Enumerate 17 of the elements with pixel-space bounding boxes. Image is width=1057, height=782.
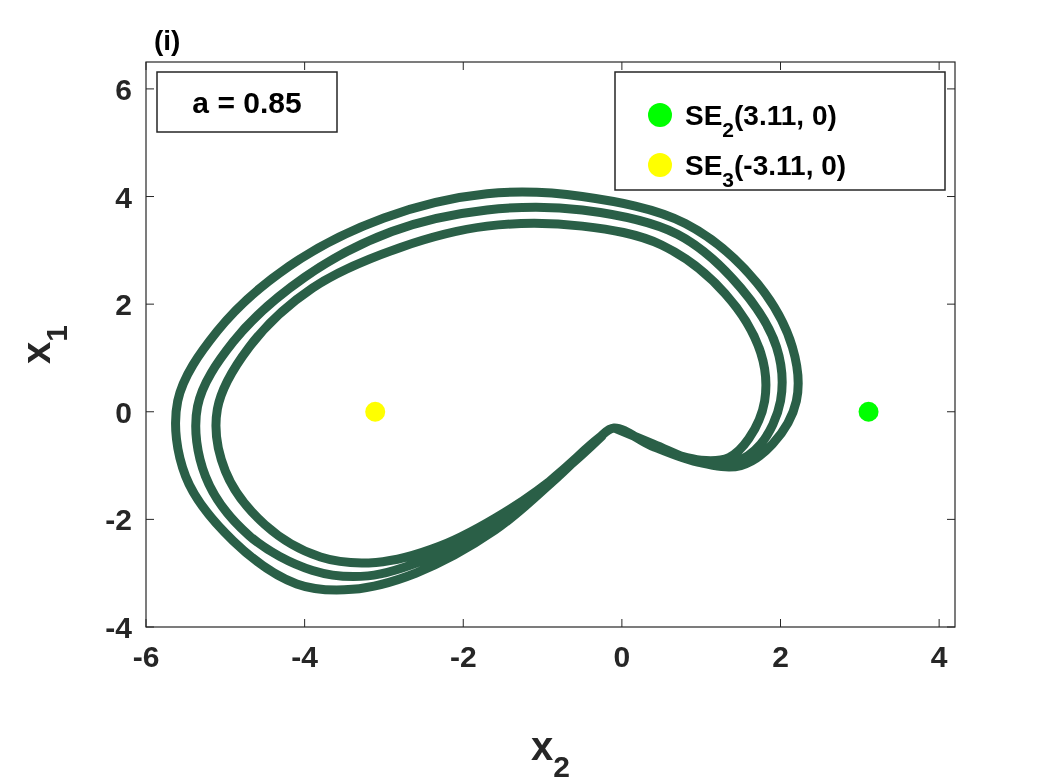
y-tick-label: -2 bbox=[105, 503, 132, 537]
y-tick-label: 2 bbox=[115, 288, 132, 322]
x-tick-label: -6 bbox=[132, 640, 160, 673]
x-tick-label: 4 bbox=[930, 640, 948, 673]
x-tick-label: 0 bbox=[613, 640, 631, 673]
y-tick-label: -4 bbox=[105, 611, 133, 644]
y-tick-label: 4 bbox=[115, 180, 133, 214]
x-axis-title: x$_{2}$ bbox=[531, 724, 570, 782]
x-tick-label: -2 bbox=[449, 640, 477, 673]
chart-title: (i) bbox=[154, 25, 181, 56]
legend-label: SE$_{2}$(3.11, 0) bbox=[685, 100, 837, 141]
legend-label: SE$_{3}$(-3.11, 0) bbox=[685, 150, 847, 191]
x-tick-label: -4 bbox=[291, 640, 319, 673]
y-tick-label: 6 bbox=[115, 72, 132, 106]
y-tick-label: 0 bbox=[115, 395, 132, 429]
x-tick-label: 2 bbox=[772, 640, 789, 673]
annotation: a = 0.85 bbox=[192, 86, 302, 119]
